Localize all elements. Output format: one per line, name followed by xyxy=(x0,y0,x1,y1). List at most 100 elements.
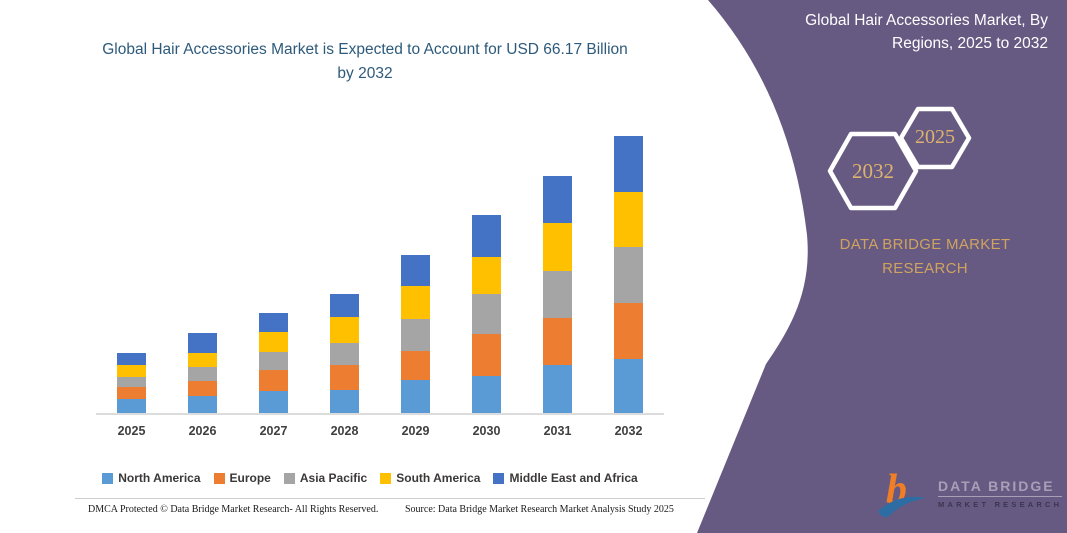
legend-swatch-icon xyxy=(283,472,295,484)
chart-legend: North America Europe Asia Pacific South Ame… xyxy=(60,471,680,485)
bar-segment xyxy=(472,334,501,377)
bar-segment xyxy=(614,358,643,413)
panel-background xyxy=(697,0,1067,533)
x-axis-labels: 2025 2026 2027 2028 2029 2030 2031 2032 xyxy=(96,424,664,438)
logo-title: DATA BRIDGE xyxy=(938,478,1063,497)
bar-segment xyxy=(614,247,643,303)
legend-item: Europe xyxy=(213,471,271,485)
bar-segment xyxy=(543,271,572,319)
brand-line2: RESEARCH xyxy=(882,260,968,277)
hexagon-2032-label: 2032 xyxy=(852,159,894,183)
legend-label: Europe xyxy=(229,471,271,485)
bar-2032 xyxy=(593,132,664,413)
bar-segment xyxy=(330,316,359,343)
bar-segment xyxy=(330,342,359,365)
stacked-bar xyxy=(543,176,572,413)
hexagon-2025-label: 2025 xyxy=(915,126,955,148)
bar-segment xyxy=(188,333,217,353)
x-axis-label: 2030 xyxy=(472,424,501,438)
hexagon-2032-icon xyxy=(827,131,919,211)
bar-segment xyxy=(117,398,146,413)
bar-segment xyxy=(330,390,359,413)
bar-segment xyxy=(259,370,288,392)
bar-segment xyxy=(401,285,430,319)
bar-segment xyxy=(117,377,146,388)
x-axis-label: 2031 xyxy=(543,424,572,438)
bar-2025 xyxy=(96,132,167,413)
stacked-bar xyxy=(472,214,501,413)
x-axis-label: 2032 xyxy=(614,424,643,438)
bar-segment xyxy=(614,191,643,248)
bar-segment xyxy=(543,365,572,413)
legend-swatch-icon xyxy=(493,472,505,484)
bar-segment xyxy=(543,176,572,223)
bar-2031 xyxy=(522,132,593,413)
bar-segment xyxy=(472,294,501,335)
stacked-bar xyxy=(259,313,288,413)
bar-segment xyxy=(614,136,643,192)
stacked-bar xyxy=(401,255,430,413)
source-text: Source: Data Bridge Market Research Mark… xyxy=(405,504,674,515)
bar-2028 xyxy=(309,132,380,413)
bar-segment xyxy=(259,313,288,333)
bar-2027 xyxy=(238,132,309,413)
bar-segment xyxy=(401,380,430,413)
bar-segment xyxy=(117,352,146,366)
legend-swatch-icon xyxy=(380,472,392,484)
bar-segment xyxy=(259,332,288,353)
legend-item: Middle East and Africa xyxy=(493,471,638,485)
legend-label: Asia Pacific xyxy=(299,471,368,485)
bar-segment xyxy=(117,387,146,399)
logo-mark-icon: b xyxy=(878,467,926,518)
bar-segment xyxy=(614,302,643,359)
bar-segment xyxy=(188,381,217,397)
legend-label: North America xyxy=(118,471,201,485)
legend-item: North America xyxy=(102,471,201,485)
legend-label: Middle East and Africa xyxy=(509,471,638,485)
bar-segment xyxy=(472,214,501,257)
legend-label: South America xyxy=(396,471,481,485)
legend-item: Asia Pacific xyxy=(283,471,368,485)
x-axis-label: 2028 xyxy=(330,424,359,438)
panel-title: Global Hair Accessories Market, By Regio… xyxy=(805,12,1048,52)
bar-2026 xyxy=(167,132,238,413)
bar-segment xyxy=(259,352,288,371)
chart-title: Global Hair Accessories Market is Expect… xyxy=(102,41,628,82)
bar-2029 xyxy=(380,132,451,413)
bar-segment xyxy=(188,352,217,367)
bar-segment xyxy=(543,318,572,366)
brand-wordmark: DATA BRIDGE MARKET RESEARCH xyxy=(800,233,1050,281)
x-axis-label: 2026 xyxy=(188,424,217,438)
stacked-bar xyxy=(188,333,217,413)
x-axis-label: 2027 xyxy=(259,424,288,438)
data-bridge-logo: b DATA BRIDGE MARKET RESEARCH xyxy=(876,462,1066,524)
legend-swatch-icon xyxy=(102,472,114,484)
brand-line1: DATA BRIDGE MARKET xyxy=(839,236,1011,253)
bar-segment xyxy=(543,222,572,272)
bar-segment xyxy=(188,366,217,382)
bar-segment xyxy=(401,351,430,381)
bar-segment xyxy=(472,376,501,413)
bar-segment xyxy=(401,318,430,352)
copyright-text: DMCA Protected © Data Bridge Market Rese… xyxy=(88,504,379,515)
footer-divider xyxy=(75,498,705,499)
bar-2030 xyxy=(451,132,522,413)
bar-segment xyxy=(259,391,288,413)
legend-swatch-icon xyxy=(213,472,225,484)
stacked-bar-chart xyxy=(96,132,664,415)
bar-segment xyxy=(188,396,217,413)
logo-subtitle: MARKET RESEARCH xyxy=(938,499,1063,509)
stacked-bar xyxy=(614,136,643,413)
hexagon-2025-icon xyxy=(898,106,972,170)
bar-segment xyxy=(472,256,501,295)
stacked-bar xyxy=(330,293,359,413)
x-axis-label: 2029 xyxy=(401,424,430,438)
bar-segment xyxy=(330,364,359,391)
bar-segment xyxy=(330,293,359,317)
x-axis-label: 2025 xyxy=(117,424,146,438)
stacked-bar xyxy=(117,352,146,413)
bar-segment xyxy=(117,365,146,378)
bar-segment xyxy=(401,255,430,286)
